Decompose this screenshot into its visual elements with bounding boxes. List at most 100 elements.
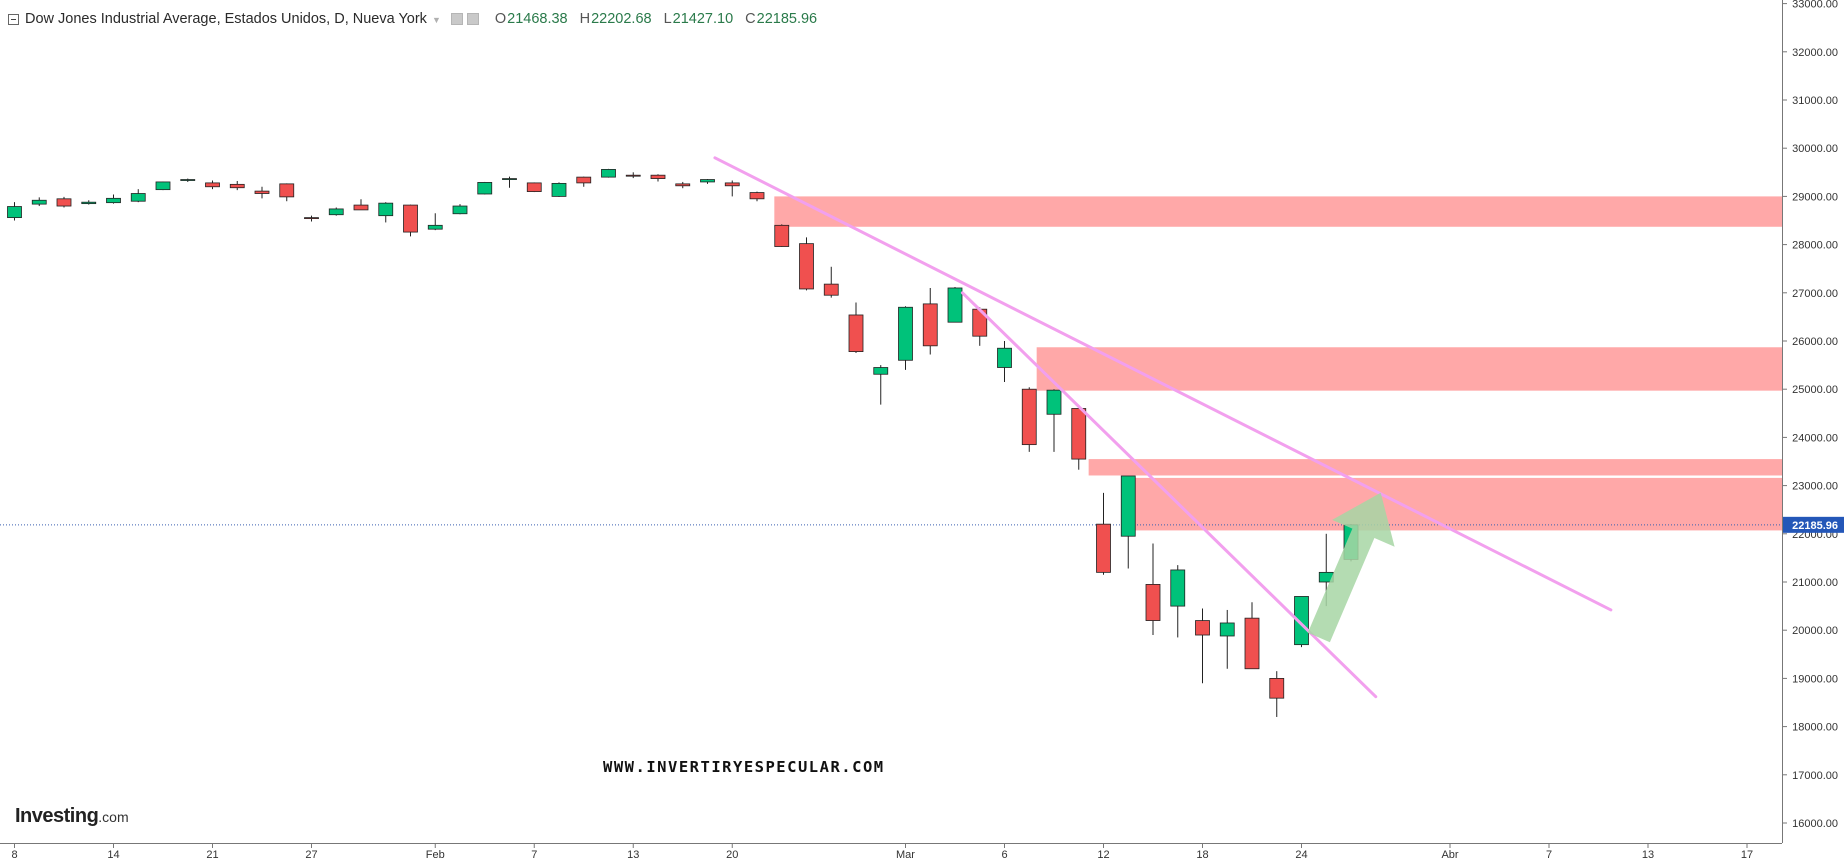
candle: [427, 213, 443, 231]
candle-body-down: [749, 192, 765, 200]
candle: [625, 172, 641, 179]
y-tick-label: 23000.00: [1792, 481, 1838, 493]
candle-body-down: [1269, 678, 1285, 699]
candle-body-up: [106, 197, 121, 204]
candle: [848, 302, 864, 354]
candle: [526, 182, 542, 193]
candle-body-down: [229, 183, 245, 189]
candle: [947, 287, 963, 323]
candle-body-down: [526, 182, 542, 192]
settings-icon[interactable]: [450, 13, 463, 25]
candle-body-up: [328, 208, 344, 216]
candle-body-up: [898, 306, 913, 361]
candle: [130, 189, 146, 203]
resistance-zone: [1036, 347, 1782, 391]
candle-body-up: [7, 206, 22, 219]
candle: [7, 202, 22, 221]
candle-body-up: [378, 202, 394, 217]
candle-body-up: [155, 181, 171, 191]
candle: [1170, 565, 1186, 638]
x-tick-label: 20: [726, 849, 738, 861]
y-tick-label: 32000.00: [1792, 47, 1838, 59]
candle: [898, 306, 913, 370]
candle-body-down: [279, 183, 295, 198]
candle-body-down: [56, 198, 72, 207]
y-tick-label: 28000.00: [1792, 240, 1838, 252]
candle-body-up: [1170, 569, 1186, 607]
x-tick-label: 17: [1741, 849, 1753, 861]
x-tick-label: 13: [627, 849, 639, 861]
y-tick-label: 31000.00: [1792, 95, 1838, 107]
open-value: 21468.38: [507, 11, 568, 27]
candle-body-down: [823, 283, 839, 296]
candle: [576, 176, 592, 187]
candle: [403, 204, 418, 237]
candle: [180, 178, 196, 182]
candle-body-down: [922, 303, 938, 347]
y-tick-label: 20000.00: [1792, 625, 1838, 637]
candle-body-down: [799, 243, 814, 290]
candle-body-up: [947, 287, 963, 323]
candle: [675, 181, 691, 189]
candle: [1195, 608, 1210, 684]
candle: [378, 202, 394, 223]
low-label: L: [663, 11, 672, 27]
candle: [997, 341, 1012, 382]
candle-body-up: [452, 205, 468, 215]
candle-body-up: [551, 182, 567, 197]
collapse-icon[interactable]: [8, 13, 19, 25]
x-tick-label: Feb: [426, 849, 445, 861]
y-axis-ticks: 16000.00 17000.00 18000.00 19000.00 20000.00…: [1782, 0, 1838, 830]
candle-body-up: [873, 367, 889, 375]
candle-body-down: [576, 176, 592, 184]
candle-body-down: [774, 224, 790, 247]
watermark-text: WWW.INVERTIRYESPECULAR.COM: [603, 758, 885, 776]
y-tick-label: 26000.00: [1792, 336, 1838, 348]
trendline: [713, 156, 1613, 612]
candle: [774, 224, 790, 248]
candle: [749, 191, 765, 202]
x-tick-label: 6: [1001, 849, 1007, 861]
y-tick-label: 17000.00: [1792, 770, 1838, 782]
candle: [799, 237, 814, 291]
candle-body-up: [1294, 596, 1309, 646]
candle-body-down: [848, 314, 864, 353]
candle: [1269, 671, 1285, 717]
x-tick-label: 24: [1295, 849, 1307, 861]
x-tick-label: 27: [305, 849, 317, 861]
symbol-title[interactable]: Dow Jones Industrial Average, Estados Un…: [25, 11, 427, 27]
high-label: H: [579, 11, 591, 27]
y-tick-label: 18000.00: [1792, 722, 1838, 734]
x-axis-ticks: 8 14 21 27 Feb 7 13 20 Mar 6 12 18 24 Abr 7 13 17: [11, 843, 1753, 861]
y-tick-label: 27000.00: [1792, 288, 1838, 300]
candle-body-down: [1096, 523, 1111, 573]
candle: [551, 182, 567, 197]
candle: [229, 180, 245, 191]
candle: [254, 186, 270, 199]
candle: [205, 180, 220, 190]
candle-body-up: [130, 193, 146, 202]
candle: [1294, 596, 1309, 648]
candle: [972, 307, 988, 346]
chart-legend: Dow Jones Industrial Average, Estados Un…: [0, 8, 817, 30]
candle-body-down: [724, 182, 740, 187]
hide-icon[interactable]: [466, 13, 479, 25]
x-tick-label: 21: [206, 849, 218, 861]
candle: [56, 196, 72, 208]
investing-logo: Investing .com: [15, 805, 129, 828]
candle: [304, 215, 319, 222]
candle: [1219, 609, 1235, 669]
y-tick-label: 24000.00: [1792, 432, 1838, 444]
chevron-down-icon[interactable]: ▼: [431, 15, 441, 25]
candle: [353, 199, 369, 211]
y-tick-label: 16000.00: [1792, 818, 1838, 830]
x-tick-label: 12: [1097, 849, 1109, 861]
candle-body-up: [81, 201, 97, 205]
x-tick-label: 14: [107, 849, 119, 861]
candle-body-down: [304, 217, 319, 220]
resistance-zone: [1088, 459, 1782, 476]
resistance-zone: [774, 196, 1782, 227]
open-label: O: [494, 11, 507, 27]
candle: [873, 365, 889, 405]
